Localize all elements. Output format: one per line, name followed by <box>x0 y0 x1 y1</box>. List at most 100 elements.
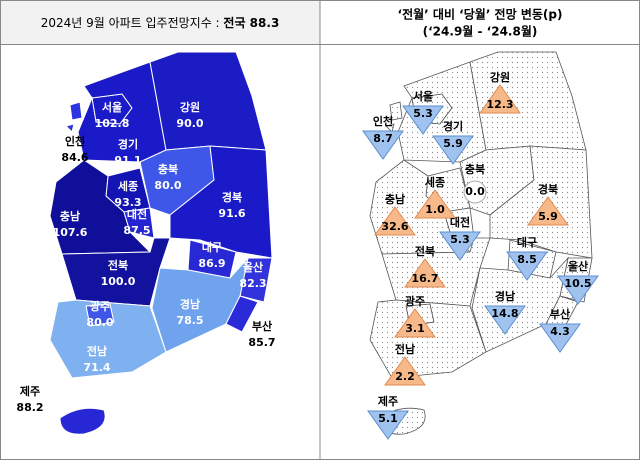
region-value: 86.9 <box>198 257 225 270</box>
up-marker <box>404 258 446 288</box>
region-name: 강원 <box>180 100 200 114</box>
region-change: 5.9 <box>538 210 558 223</box>
region-value: 93.3 <box>114 196 141 209</box>
region <box>59 407 106 435</box>
region-change: 16.7 <box>411 272 438 285</box>
right-subtitle: (‘24.9월 - ‘24.8월) <box>423 24 538 39</box>
region-value: 91.1 <box>114 154 141 167</box>
down-marker <box>484 305 526 335</box>
title-text: 2024년 9월 아파트 입주전망지수 : <box>41 16 224 30</box>
region-change: 12.3 <box>486 98 513 111</box>
region-change: 8.7 <box>373 132 393 145</box>
region-value: 85.7 <box>248 336 275 349</box>
region-name: 경기 <box>443 119 463 133</box>
region-change: 14.8 <box>491 307 518 320</box>
region-value: 82.3 <box>239 277 266 290</box>
region-name: 강원 <box>490 70 510 84</box>
region-change: 0.0 <box>465 185 485 198</box>
region-name: 경북 <box>538 182 558 196</box>
region-name: 부산 <box>550 307 570 321</box>
region-name: 울산 <box>243 260 263 274</box>
down-marker <box>402 105 444 135</box>
down-marker <box>557 275 599 305</box>
up-marker <box>414 189 456 219</box>
region-change: 3.1 <box>405 322 425 335</box>
region-name: 대구 <box>202 240 222 254</box>
region-name: 충북 <box>465 162 485 176</box>
region-name: 대전 <box>450 215 470 229</box>
region-name: 광주 <box>405 295 425 308</box>
region-change: 4.3 <box>550 325 570 338</box>
up-marker <box>374 206 416 236</box>
region-value: 87.5 <box>123 224 150 237</box>
title-bold: 전국 88.3 <box>223 15 279 30</box>
region <box>49 299 167 379</box>
region-value: 88.2 <box>16 401 43 414</box>
region-value: 80.0 <box>154 179 181 192</box>
region-value: 71.4 <box>83 361 110 374</box>
region-name: 서울 <box>102 100 122 114</box>
region-name: 세종 <box>118 179 138 193</box>
down-marker <box>362 130 404 160</box>
region-change: 2.2 <box>395 370 415 383</box>
region-name: 충남 <box>385 192 405 206</box>
region-value: 90.0 <box>176 117 203 130</box>
region-change: 5.3 <box>413 107 433 120</box>
region-name: 광주 <box>90 300 110 313</box>
region-value: 78.5 <box>176 314 203 327</box>
region <box>225 295 259 333</box>
right-map: 서울 5.3 인천 8.7 경기 5.9 강원 12.3 충북 0.0 세종 1.0 충남 32.6 대전 5… <box>362 51 599 440</box>
region-value: 84.6 <box>61 151 88 164</box>
region-change: 5.9 <box>443 137 463 150</box>
region-change: 5.3 <box>450 233 470 246</box>
region-name: 경남 <box>495 289 515 303</box>
left-map: 서울 102.8 인천 84.6 경기 91.1 강원 90.0 충북 80.0 세종 93.3 충남 1… <box>16 51 276 435</box>
region-change: 10.5 <box>564 277 591 290</box>
flat-marker <box>463 180 487 204</box>
up-marker <box>479 84 521 114</box>
region-name: 세종 <box>425 175 445 189</box>
region-name: 경기 <box>118 137 138 151</box>
left-header <box>0 0 321 45</box>
region-value: 102.8 <box>95 117 130 130</box>
region-name: 부산 <box>252 319 272 333</box>
region-name: 인천 <box>373 114 393 128</box>
region-name: 경남 <box>180 297 200 311</box>
region-value: 107.6 <box>53 226 88 239</box>
region-name: 충남 <box>60 209 80 223</box>
region-change: 32.6 <box>381 220 408 233</box>
up-marker <box>394 308 436 338</box>
region <box>65 101 83 133</box>
region <box>385 101 403 133</box>
region-name: 대구 <box>517 235 537 249</box>
region-name: 제주 <box>20 384 40 398</box>
left-title: 2024년 9월 아파트 입주전망지수 : 전국 88.3 <box>41 15 280 30</box>
region-change: 8.5 <box>517 253 537 266</box>
right-title: ‘전월’ 대비 ‘당월’ 전망 변동(p) <box>398 7 563 22</box>
region-change: 5.1 <box>378 412 398 425</box>
down-marker <box>432 135 474 165</box>
down-marker <box>367 410 409 440</box>
region-name: 전남 <box>87 344 107 358</box>
down-marker <box>439 231 481 261</box>
region-name: 경북 <box>222 190 242 204</box>
region-value: 91.6 <box>218 207 245 220</box>
up-marker <box>527 196 569 226</box>
region-name: 대전 <box>127 207 147 221</box>
region-value: 80.0 <box>86 316 113 329</box>
right-header <box>319 0 640 45</box>
region-name: 인천 <box>65 134 85 148</box>
region-name: 충북 <box>158 162 178 176</box>
region-name: 울산 <box>568 259 588 273</box>
region-name: 제주 <box>378 394 398 408</box>
region-name: 전북 <box>415 244 435 258</box>
region-name: 서울 <box>413 89 433 103</box>
region-name: 전남 <box>395 342 415 356</box>
down-marker <box>539 323 581 353</box>
down-marker <box>506 251 548 281</box>
region-change: 1.0 <box>425 203 445 216</box>
up-marker <box>384 356 426 386</box>
region-name: 전북 <box>108 258 128 272</box>
region-value: 100.0 <box>101 275 136 288</box>
